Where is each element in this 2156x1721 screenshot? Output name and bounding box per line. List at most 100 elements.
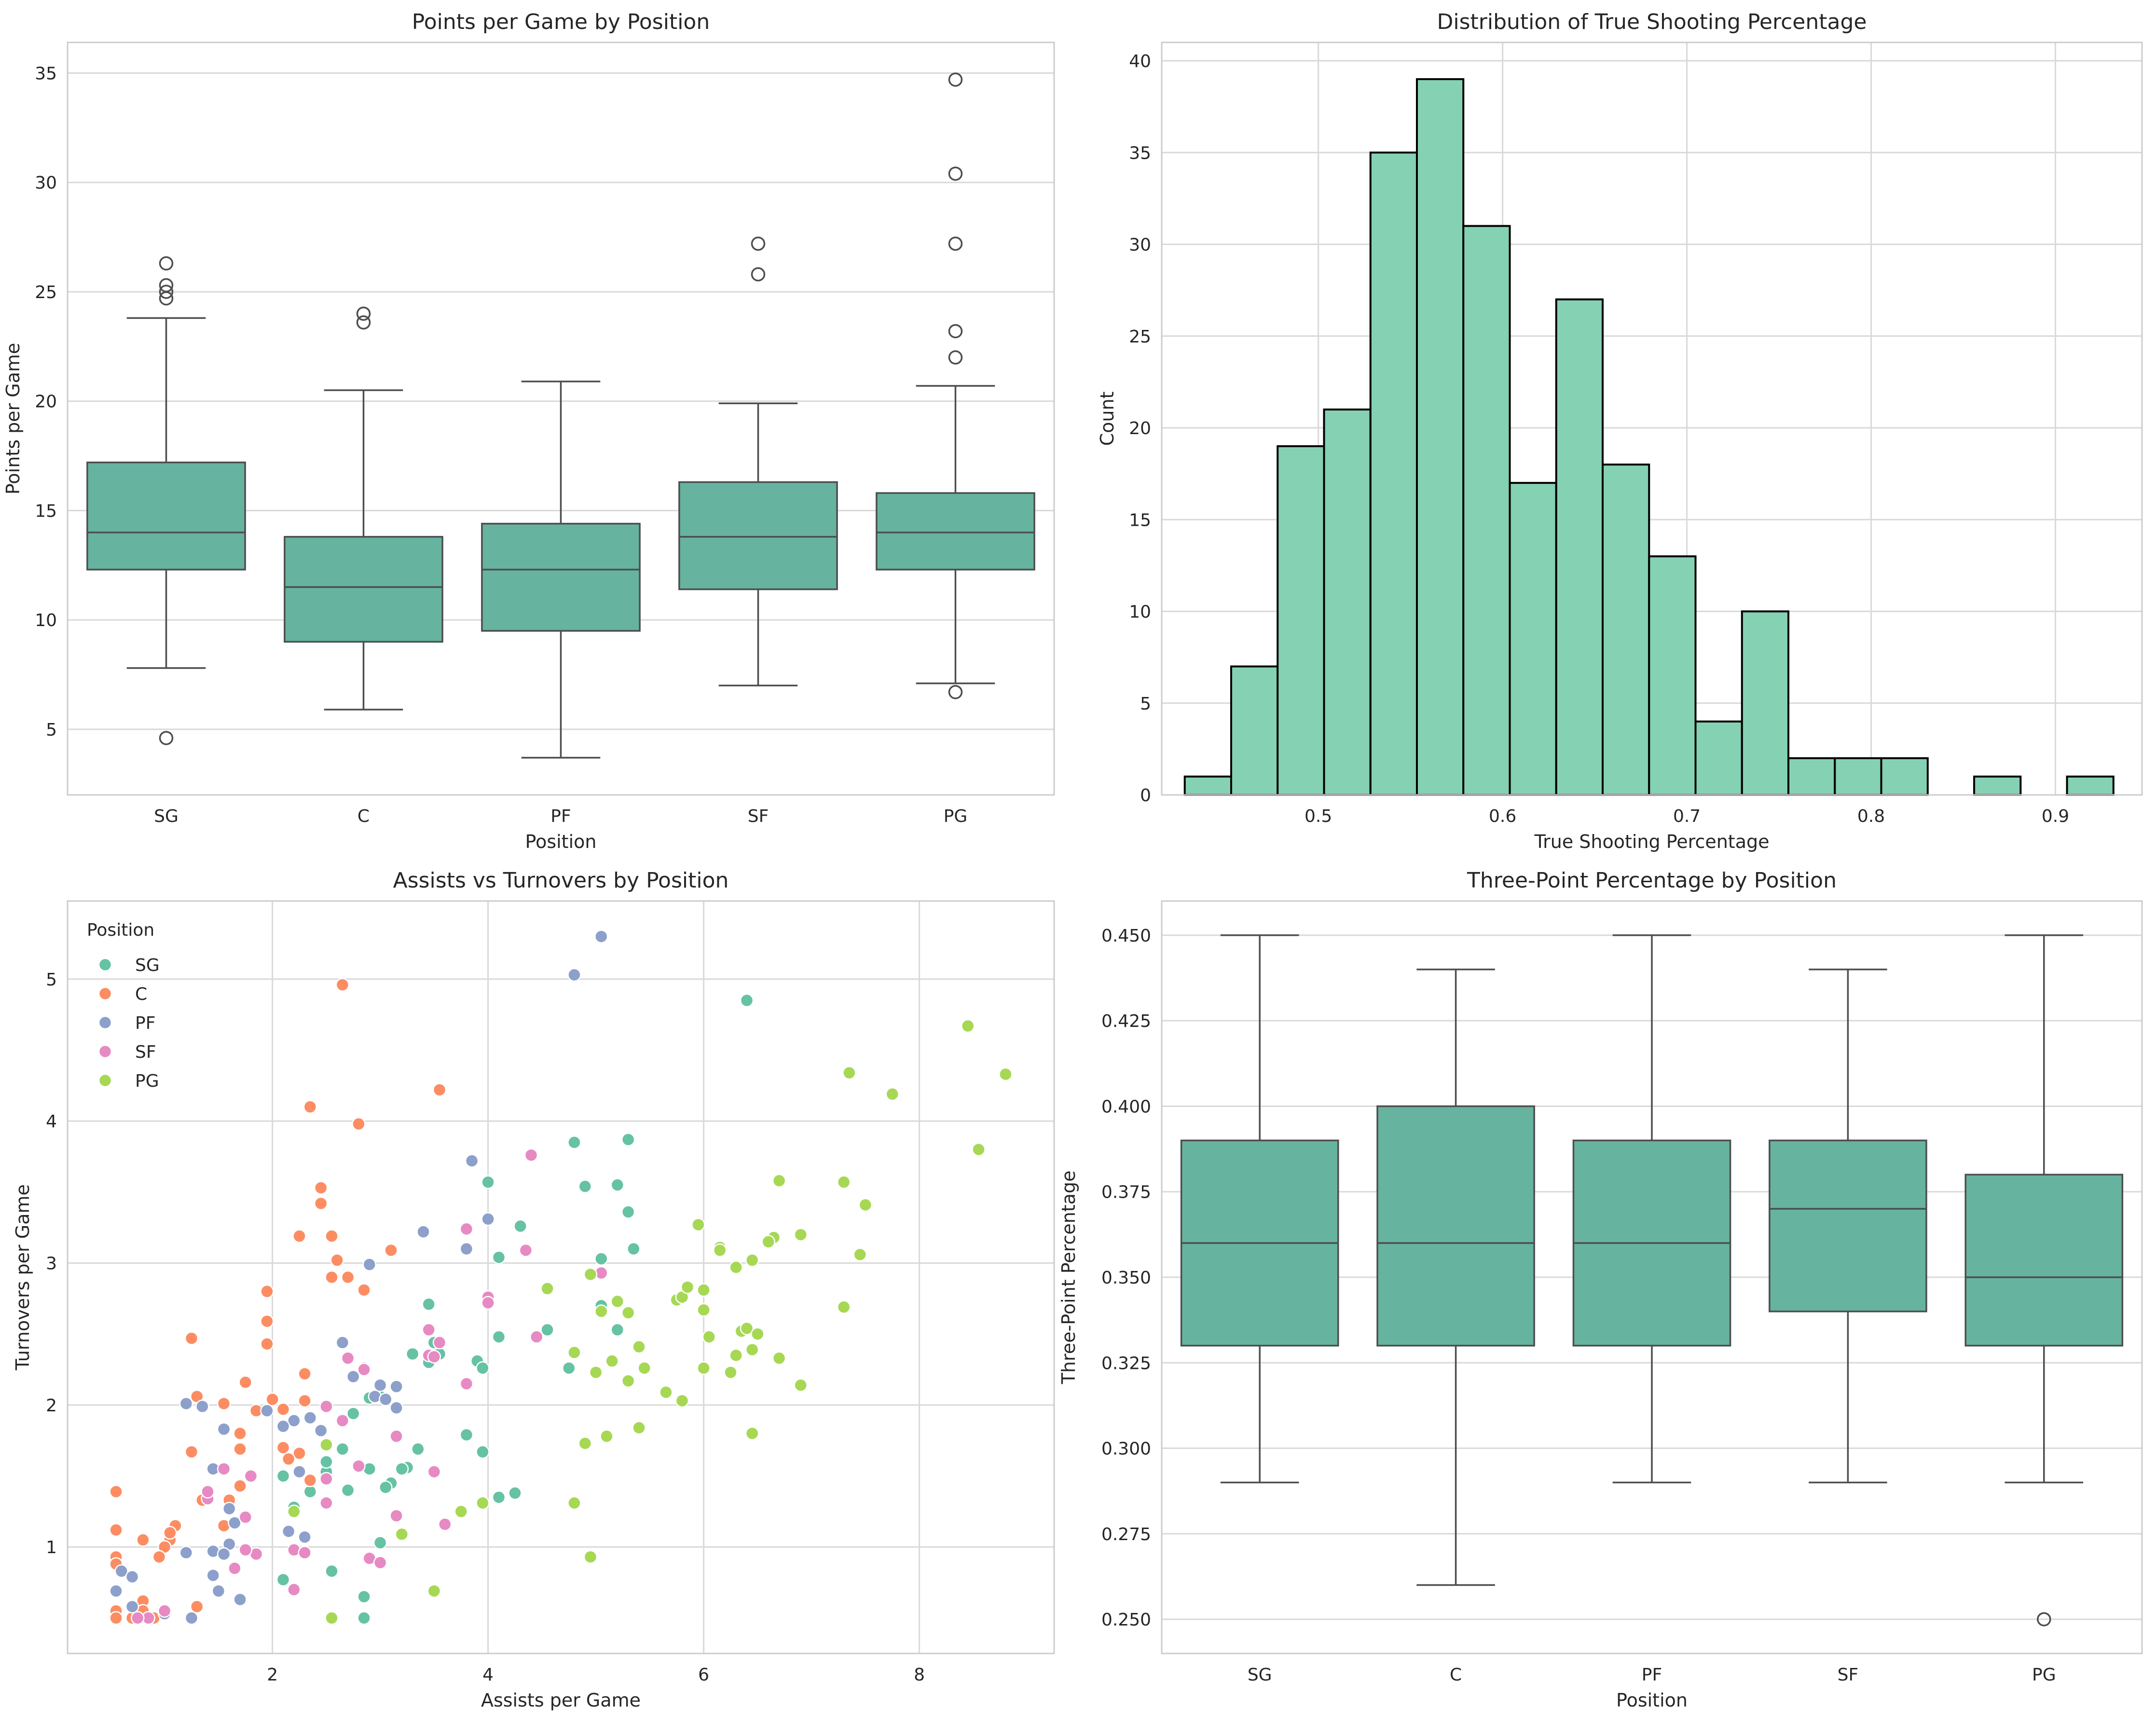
ast-point-PF — [314, 1423, 328, 1438]
ppg-outlier-C — [356, 306, 371, 321]
ppg-y-tick-label: 25 — [35, 283, 57, 302]
ast-point-SG — [335, 1442, 350, 1456]
tpp-box-PG — [1964, 1174, 2124, 1347]
ast-point-SF — [319, 1399, 333, 1414]
ast-point-C — [109, 1611, 123, 1625]
ast-point-PG — [680, 1280, 695, 1294]
ast-point-SF — [201, 1485, 215, 1499]
ast-point-C — [260, 1314, 274, 1328]
ast-point-SF — [319, 1496, 333, 1510]
ast-point-PF — [125, 1599, 139, 1614]
ast-y-tick-label: 3 — [46, 1254, 57, 1274]
ast-point-SG — [740, 993, 754, 1008]
ast-point-C — [163, 1526, 177, 1540]
ast-point-SG — [276, 1469, 290, 1483]
ts-y-tick-label: 25 — [1129, 327, 1151, 347]
ast-point-C — [190, 1599, 204, 1614]
ast-x-tick-label: 2 — [267, 1665, 278, 1685]
ast-legend-marker-PF — [98, 1015, 112, 1030]
ppg-outlier-SG — [159, 256, 174, 271]
ast-point-PF — [459, 1242, 474, 1256]
ast-point-PG — [632, 1339, 646, 1354]
ppg-box-PG — [876, 492, 1035, 571]
ast-point-PG — [794, 1228, 808, 1242]
ast-point-PF — [114, 1564, 128, 1578]
ast-point-PF — [362, 1257, 377, 1271]
ts-bar — [1183, 775, 1232, 796]
ast-point-PG — [885, 1087, 900, 1101]
ts-bar — [1509, 482, 1557, 796]
ast-point-C — [292, 1446, 306, 1461]
ast-point-SG — [476, 1361, 490, 1375]
ast-legend-label-SG: SG — [135, 956, 160, 975]
ast-point-SG — [594, 1252, 608, 1266]
ast-point-C — [314, 1196, 328, 1211]
ast-point-PG — [697, 1361, 711, 1375]
ast-point-PG — [772, 1174, 786, 1188]
ts-bar — [1787, 757, 1836, 796]
ast-point-PF — [222, 1502, 236, 1516]
ast-x-tick-label: 8 — [914, 1665, 925, 1685]
ast-point-PG — [745, 1342, 759, 1357]
tpp-axes-frame — [1161, 900, 2143, 1654]
ast-axes-frame — [67, 900, 1055, 1654]
ppg-x-tick-label: C — [357, 806, 370, 826]
ts-x-tick-label: 0.5 — [1305, 806, 1332, 826]
ast-point-PG — [724, 1365, 738, 1380]
ts-bar — [1648, 555, 1697, 796]
ts-bar — [1741, 610, 1790, 796]
ast-point-PG — [691, 1217, 705, 1232]
ppg-x-tick-label: SG — [154, 806, 179, 826]
ast-point-SF — [481, 1296, 495, 1310]
ast-point-SF — [244, 1469, 258, 1483]
tpp-box-C — [1376, 1105, 1535, 1347]
ast-point-SG — [357, 1590, 371, 1604]
ast-point-PG — [621, 1374, 635, 1388]
ast-point-PG — [853, 1247, 867, 1262]
ast-title: Assists vs Turnovers by Position — [393, 868, 729, 893]
ast-point-C — [217, 1396, 231, 1411]
ast-point-C — [233, 1426, 247, 1441]
ast-point-SF — [432, 1336, 447, 1350]
ast-point-C — [109, 1523, 123, 1537]
ppg-box-SG — [86, 461, 246, 571]
ppg-outlier-SG — [159, 731, 174, 745]
ast-legend-marker-C — [98, 986, 112, 1001]
ast-point-PF — [260, 1404, 274, 1418]
ast-point-PG — [325, 1611, 339, 1625]
ppg-outlier-PG — [948, 72, 963, 87]
ast-point-PF — [281, 1524, 296, 1539]
ast-point-PG — [794, 1378, 808, 1392]
ast-point-SG — [627, 1242, 641, 1256]
tpp-y-tick-label: 0.300 — [1101, 1439, 1151, 1459]
ast-point-C — [330, 1253, 344, 1267]
ast-plot-background — [68, 901, 1054, 1653]
ast-point-PF — [567, 968, 581, 982]
ast-point-PG — [961, 1019, 975, 1033]
ast-point-C — [276, 1402, 290, 1416]
ast-point-PG — [578, 1436, 592, 1450]
ast-point-C — [265, 1392, 279, 1407]
ast-point-PF — [195, 1399, 209, 1414]
ast-x-axis-label: Assists per Game — [481, 1690, 641, 1711]
ppg-box-C — [284, 536, 443, 643]
ast-point-PG — [567, 1496, 581, 1510]
ast-point-PG — [454, 1504, 468, 1518]
ast-point-SF — [238, 1510, 253, 1524]
tpp-y-tick-label: 0.450 — [1101, 926, 1151, 946]
ast-point-C — [260, 1337, 274, 1351]
ast-point-PG — [858, 1198, 873, 1212]
ast-point-C — [281, 1452, 296, 1466]
ast-point-SG — [346, 1407, 360, 1421]
ast-legend-marker-SG — [98, 957, 112, 972]
ast-point-PG — [697, 1283, 711, 1297]
ast-point-PG — [761, 1235, 775, 1249]
ts-bar — [1602, 464, 1650, 796]
ast-x-tick-label: 6 — [698, 1665, 709, 1685]
ppg-outlier-C — [356, 315, 371, 330]
ast-point-SG — [411, 1442, 425, 1456]
ast-point-SG — [621, 1133, 635, 1147]
ast-point-PF — [303, 1411, 317, 1425]
ast-legend-marker-SF — [98, 1044, 112, 1059]
